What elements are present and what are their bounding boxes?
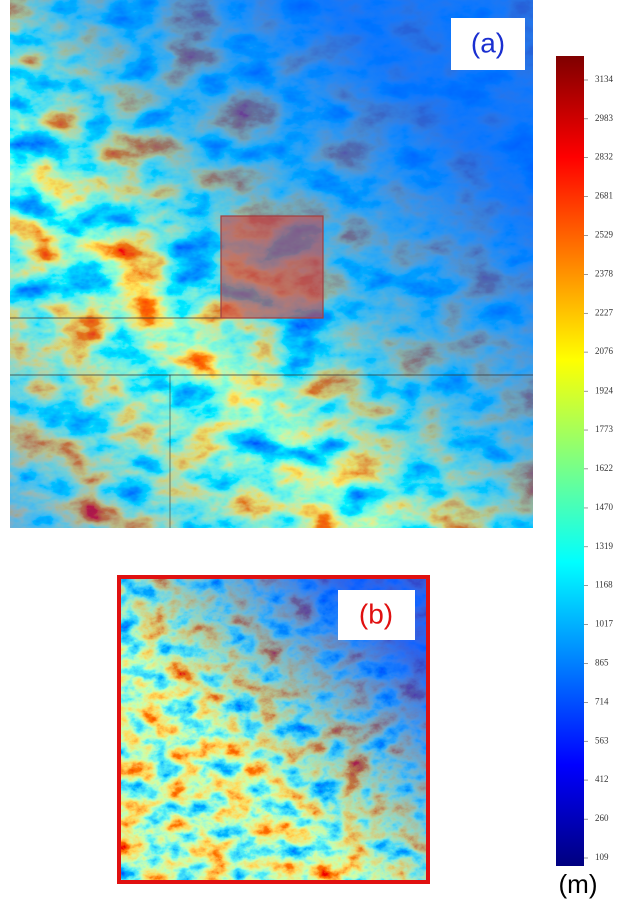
colorbar-tick-label: 2983: [595, 113, 614, 123]
colorbar-tick-label: 1773: [595, 424, 614, 434]
colorbar-tick-label: 1319: [595, 541, 614, 551]
colorbar-tick-label: 109: [595, 852, 609, 862]
colorbar-tick-label: 412: [595, 774, 609, 784]
colorbar-tick-label: 1924: [595, 385, 614, 395]
colorbar-tick-label: 714: [595, 696, 609, 706]
colorbar-tick-label: 1168: [595, 580, 613, 590]
map-a: (a): [10, 0, 533, 528]
colorbar-tick-label: 1622: [595, 463, 613, 473]
figure: (a) (b) (m) 109 260 412 563 714 865 1017 1168 13…: [0, 0, 625, 906]
colorbar-tick-label: 563: [595, 735, 609, 745]
colorbar-tick-label: 2832: [595, 152, 613, 162]
colorbar-tick-label: 2378: [595, 268, 614, 278]
colorbar-tick-label: 3134: [595, 74, 614, 84]
panel-label: (b): [359, 598, 393, 629]
colorbar-tick-label: 1017: [595, 619, 614, 629]
colorbar-tick-label: 2529: [595, 230, 614, 240]
colorbar: (m) 109 260 412 563 714 865 1017 1168 1319 1470 16…: [556, 56, 614, 899]
colorbar-tick-label: 2076: [595, 346, 614, 356]
colorbar-tick-label: 260: [595, 813, 609, 823]
colorbar-tick-label: 2681: [595, 191, 613, 201]
colorbar-tick-label: 865: [595, 658, 609, 668]
colorbar-tick-label: 1470: [595, 502, 614, 512]
colorbar-unit: (m): [559, 869, 598, 899]
map-b: (b): [117, 575, 430, 884]
colorbar-tick-label: 2227: [595, 307, 614, 317]
panel-label: (a): [471, 27, 505, 58]
